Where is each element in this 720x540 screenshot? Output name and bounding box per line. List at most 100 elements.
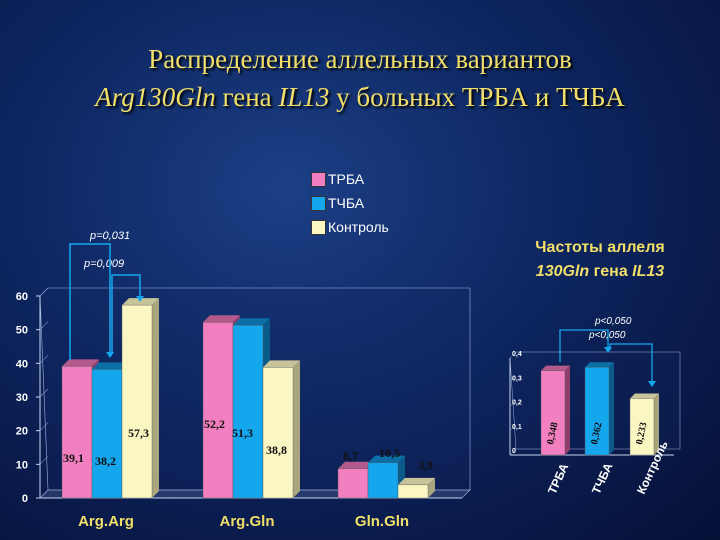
- bar-top-Arg.Gln-1: [233, 318, 270, 326]
- title-gene-variant: Arg130Gln: [95, 82, 216, 112]
- main-y-tick-label: 10: [16, 459, 28, 471]
- p-bracket-1: [69, 243, 111, 360]
- main-y-tick-depth: [39, 456, 49, 465]
- inset-chart-title: Частоты аллеля 130Gln гена IL13: [480, 236, 720, 284]
- data-label-Arg.Arg-2: 57,3: [128, 426, 149, 440]
- bar-Arg.Arg-ТЧБА: [91, 369, 123, 499]
- data-label-Arg.Arg-1: 38,2: [95, 454, 116, 468]
- inset-p-value-2: p<0,050: [588, 330, 626, 341]
- inset-y-tick-label: 0,1: [512, 424, 522, 431]
- legend-label-control: Контроль: [328, 219, 389, 235]
- data-label-Arg.Gln-0: 52,2: [204, 417, 225, 431]
- bar-top-Arg.Arg-0: [62, 359, 99, 367]
- p-bracket-2: [111, 274, 141, 354]
- inset-y-tick-label: 0,4: [512, 351, 522, 358]
- main-y-tick-label: 50: [16, 325, 28, 337]
- bar-top-Gln.Gln-2: [398, 477, 435, 485]
- inset-p-bracket-1: [559, 329, 609, 362]
- main-y-tick-depth: [39, 388, 49, 398]
- bar-Arg.Arg-ТРБА: [61, 366, 93, 499]
- inset-title-line-1: Частоты аллеля: [535, 239, 665, 256]
- data-label-Arg.Gln-1: 51,3: [232, 426, 253, 440]
- bar-Gln.Gln-Контроль: [397, 484, 429, 499]
- inset-p-bracket-2: [609, 343, 653, 384]
- main-y-tick-label: 40: [16, 358, 28, 370]
- legend-swatch-trba: [311, 172, 326, 187]
- data-label-Gln.Gln-1: 10,5: [379, 446, 400, 460]
- inset-p-bracket-2-arrow: [648, 381, 656, 387]
- inset-p-value-1: p<0,050: [594, 316, 632, 327]
- main-y-tick-depth: [39, 489, 49, 499]
- p-bracket-2-arrow: [136, 296, 144, 302]
- inset-category-label-1: ТЧБА: [589, 461, 616, 497]
- bar-Arg.Gln-ТЧБА: [232, 325, 264, 499]
- bar-side-Arg.Arg-2: [152, 298, 159, 498]
- inset-title-gene: IL13: [632, 263, 665, 280]
- data-label-Arg.Arg-0: 39,1: [63, 451, 84, 465]
- legend-label-trba: ТРБА: [328, 171, 365, 187]
- inset-bar-ТЧБА: [584, 367, 610, 456]
- bar-top-Arg.Gln-0: [203, 315, 240, 323]
- inset-y-tick-depth: [509, 424, 517, 431]
- inset-data-label-0: 0,348: [545, 421, 560, 445]
- title-mid: гена: [215, 82, 279, 112]
- bar-top-Gln.Gln-1: [368, 455, 405, 463]
- bar-side-Gln.Gln-2: [428, 477, 435, 498]
- inset-y-tick-label: 0,3: [512, 375, 522, 382]
- inset-bar-top-2: [630, 393, 659, 399]
- bar-Arg.Arg-Контроль: [121, 304, 153, 499]
- main-y-tick-label: 30: [16, 392, 28, 404]
- category-label-0: Arg.Arg: [78, 513, 134, 530]
- bar-Gln.Gln-ТРБА: [337, 468, 369, 499]
- inset-y-tick-depth: [509, 376, 517, 383]
- legend-label-tchba: ТЧБА: [328, 195, 365, 211]
- bar-top-Arg.Arg-1: [92, 362, 129, 370]
- title-end: у больных ТРБА и ТЧБА: [329, 82, 625, 112]
- main-y-tick-label: 20: [16, 426, 28, 438]
- main-y-tick-depth: [39, 422, 49, 431]
- inset-bar-Контроль: [629, 398, 655, 456]
- main-y-tick-depth: [39, 321, 49, 330]
- title-line-1: Распределение аллельных вариантов: [148, 44, 572, 74]
- legend-swatch-control: [311, 220, 326, 235]
- inset-data-label-1: 0,362: [589, 421, 604, 445]
- title-gene: IL13: [278, 82, 330, 112]
- inset-data-label-2: 0,233: [634, 421, 649, 445]
- data-label-Gln.Gln-2: 3,9: [418, 458, 433, 472]
- main-y-tick-depth: [39, 355, 49, 364]
- inset-bar-top-1: [585, 362, 614, 368]
- inset-bar-side-2: [654, 393, 659, 455]
- bar-Gln.Gln-ТЧБА: [367, 462, 399, 499]
- slide-title: Распределение аллельных вариантов Arg130…: [0, 40, 720, 116]
- inset-title-allele: 130Gln: [535, 263, 590, 280]
- inset-y-tick-depth: [509, 351, 517, 359]
- data-label-Gln.Gln-0: 8,7: [343, 449, 358, 463]
- main-y-tick-label: 60: [16, 291, 28, 303]
- inset-y-tick-label: 0,2: [512, 400, 522, 407]
- bar-Arg.Gln-ТРБА: [202, 322, 234, 499]
- category-label-2: Gln.Gln: [355, 513, 409, 530]
- inset-y-tick-label: 0: [512, 448, 516, 455]
- bar-top-Arg.Gln-2: [263, 360, 300, 368]
- main-y-tick-depth: [39, 287, 49, 297]
- bar-top-Gln.Gln-0: [338, 461, 375, 469]
- inset-title-mid: гена: [589, 263, 633, 280]
- inset-category-label-0: ТРБА: [545, 461, 571, 496]
- inset-y-tick-depth: [509, 400, 517, 407]
- title-line-2: Arg130Gln гена IL13 у больных ТРБА и ТЧБ…: [0, 78, 720, 116]
- inset-bar-side-1: [609, 362, 614, 455]
- main-y-tick-label: 0: [22, 493, 28, 505]
- inset-bar-ТРБА: [540, 370, 566, 456]
- inset-bar-top-0: [541, 365, 570, 371]
- data-label-Arg.Gln-2: 38,8: [266, 443, 287, 457]
- category-label-1: Arg.Gln: [220, 513, 275, 530]
- bar-side-Arg.Gln-2: [293, 360, 300, 498]
- inset-bar-side-0: [565, 365, 570, 455]
- bar-Arg.Gln-Контроль: [262, 367, 294, 499]
- inset-y-tick-depth: [509, 448, 517, 456]
- p-value-1: p=0,031: [90, 230, 131, 242]
- legend-swatch-tchba: [311, 196, 326, 211]
- p-value-2: p=0,009: [84, 258, 125, 270]
- bar-top-Arg.Arg-2: [122, 298, 159, 306]
